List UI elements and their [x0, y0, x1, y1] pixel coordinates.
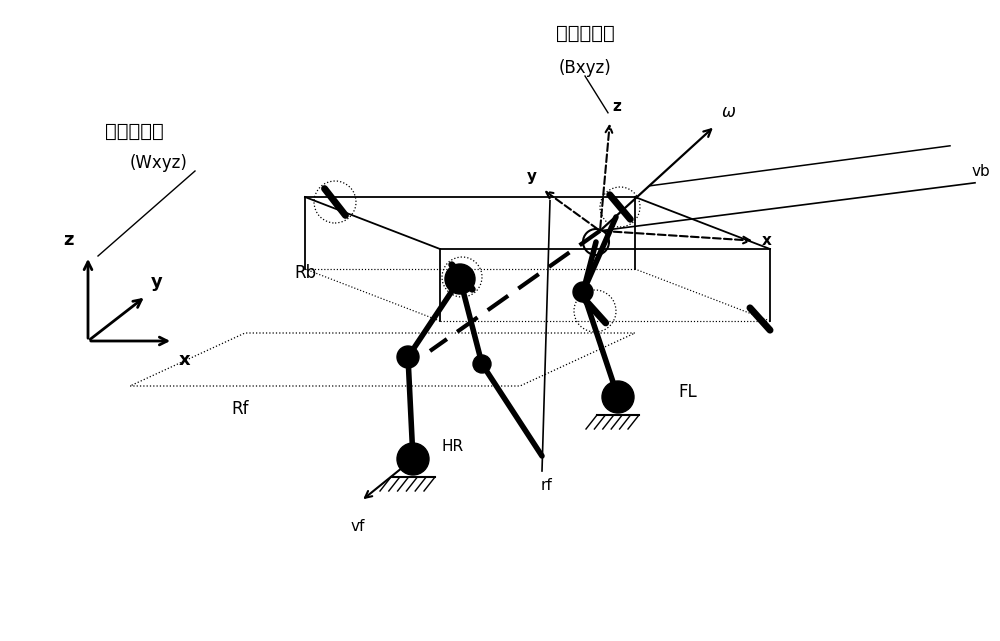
Circle shape: [397, 346, 419, 368]
Text: z: z: [612, 99, 621, 114]
Text: vf: vf: [351, 519, 365, 534]
Circle shape: [397, 443, 429, 475]
Text: Rf: Rf: [231, 400, 249, 418]
Text: ω: ω: [722, 103, 736, 121]
Circle shape: [445, 264, 475, 294]
Text: x: x: [179, 351, 191, 369]
Text: x: x: [762, 233, 772, 248]
Text: Rb: Rb: [294, 264, 316, 282]
Text: (Wxyz): (Wxyz): [130, 154, 188, 172]
Text: HR: HR: [441, 439, 463, 454]
Circle shape: [602, 381, 634, 413]
Text: rf: rf: [541, 478, 553, 493]
Text: vb: vb: [972, 164, 991, 179]
Text: FL: FL: [678, 383, 697, 401]
Text: y: y: [527, 169, 537, 184]
Circle shape: [573, 282, 593, 302]
Circle shape: [473, 355, 491, 373]
Text: z: z: [64, 231, 74, 249]
Text: 机身坐标系: 机身坐标系: [556, 24, 614, 42]
Text: y: y: [151, 273, 163, 291]
Text: 世界坐标系: 世界坐标系: [105, 122, 164, 140]
Text: (Bxyz): (Bxyz): [559, 59, 611, 77]
